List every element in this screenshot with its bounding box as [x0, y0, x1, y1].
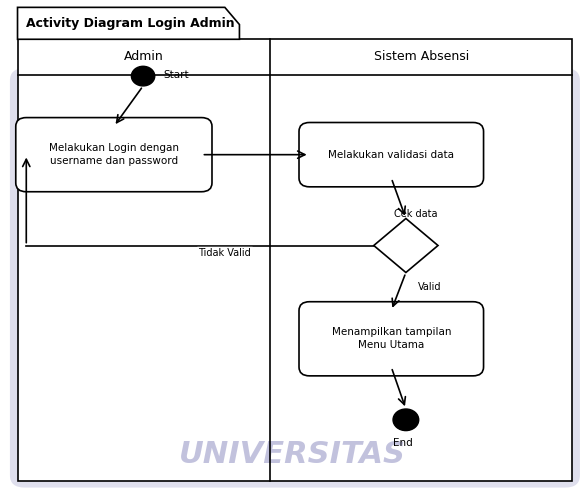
Text: Tidak Valid: Tidak Valid: [199, 248, 251, 258]
Text: Melakukan Login dengan
username dan password: Melakukan Login dengan username dan pass…: [49, 143, 179, 166]
Circle shape: [393, 409, 419, 431]
Text: Start: Start: [164, 70, 189, 80]
Polygon shape: [18, 7, 239, 39]
Text: Admin: Admin: [124, 51, 164, 63]
FancyBboxPatch shape: [10, 68, 580, 488]
Text: Cek data: Cek data: [394, 209, 437, 218]
Text: UNIVERSITAS: UNIVERSITAS: [179, 439, 405, 469]
FancyBboxPatch shape: [299, 122, 484, 187]
FancyBboxPatch shape: [18, 39, 572, 481]
Text: Melakukan validasi data: Melakukan validasi data: [328, 150, 454, 160]
FancyBboxPatch shape: [299, 301, 484, 376]
Circle shape: [394, 410, 418, 430]
Polygon shape: [374, 218, 438, 273]
Text: Activity Diagram Login Admin: Activity Diagram Login Admin: [26, 17, 235, 30]
Text: Valid: Valid: [418, 282, 441, 292]
Text: End: End: [393, 438, 413, 448]
Text: Sistem Absensi: Sistem Absensi: [374, 51, 469, 63]
Circle shape: [117, 113, 467, 408]
Text: Menampilkan tampilan
Menu Utama: Menampilkan tampilan Menu Utama: [332, 327, 451, 351]
Circle shape: [131, 66, 155, 86]
FancyBboxPatch shape: [16, 118, 212, 192]
Circle shape: [397, 412, 415, 427]
